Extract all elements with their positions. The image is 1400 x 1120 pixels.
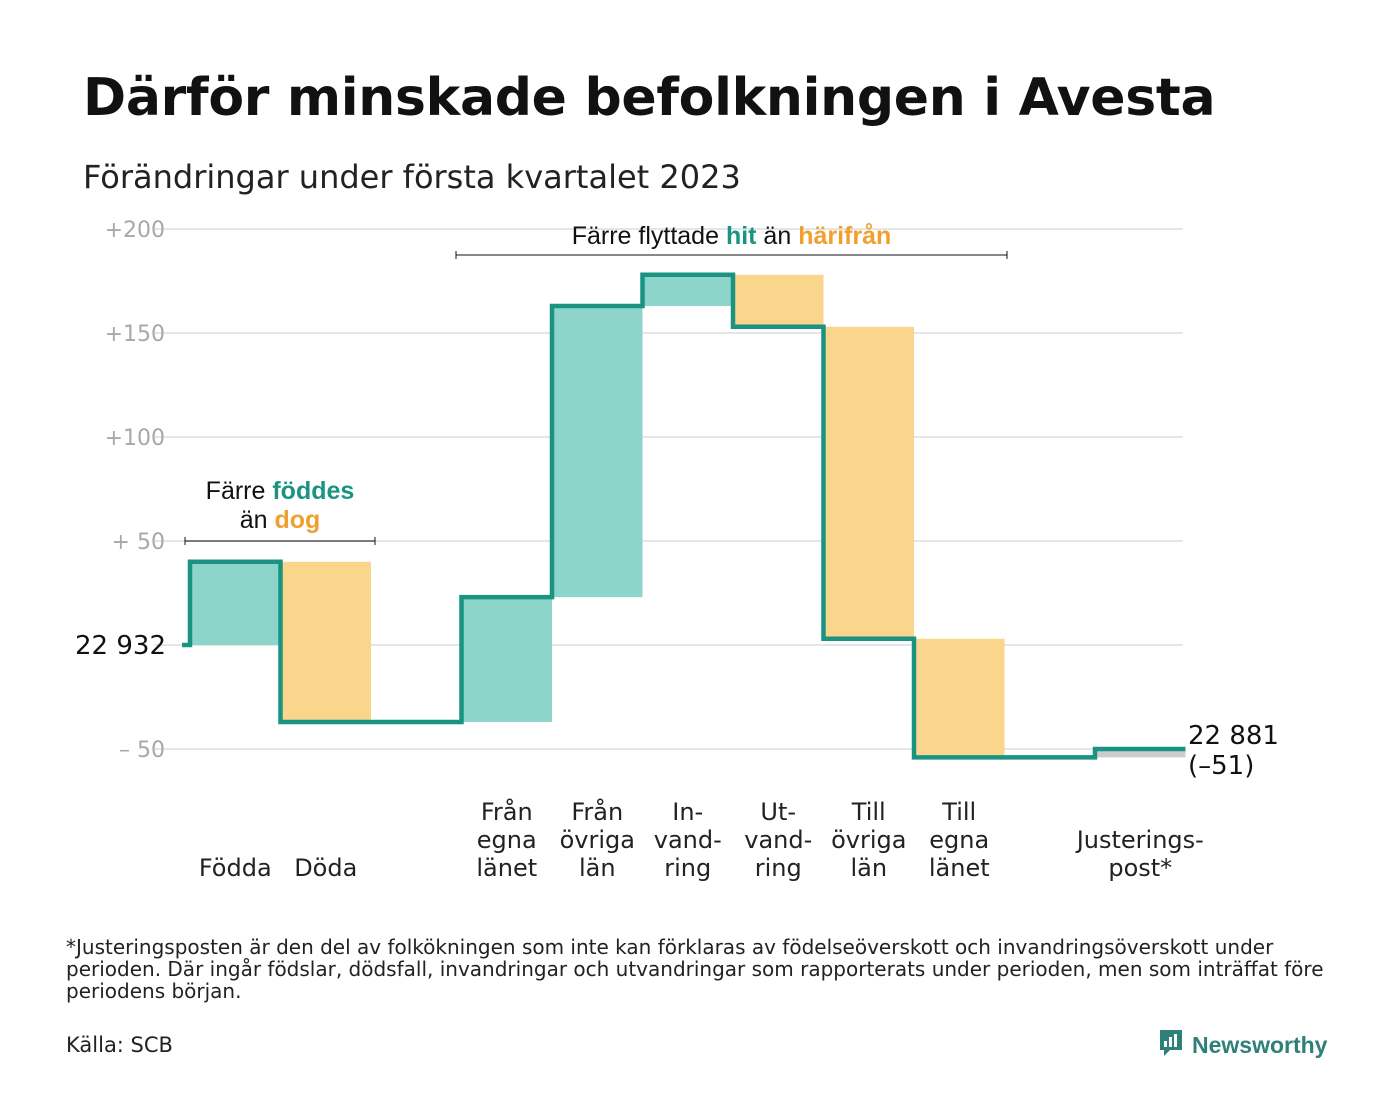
category-label: övriga [831, 826, 906, 854]
category-label: Döda [294, 854, 357, 882]
decrease-bar [823, 326, 914, 639]
y-tick-label: +200 [105, 218, 165, 243]
category-label: egna [929, 826, 989, 854]
annotation-natural-line1: Färre föddes [206, 477, 355, 505]
category-label: Justerings- [1075, 826, 1204, 854]
increase-bar [642, 274, 733, 306]
category-label: Från [571, 797, 623, 826]
category-label: Till [851, 798, 886, 826]
y-tick-label: +150 [105, 322, 165, 347]
category-label: post* [1108, 854, 1172, 882]
chart-title: Därför minskade befolkningen i Avesta [83, 68, 1216, 128]
cumulative-step-line [182, 272, 1186, 760]
brand-name: Newsworthy [1192, 1031, 1328, 1058]
end-value-label: (–51) [1188, 751, 1254, 781]
category-label: Ut- [760, 798, 796, 826]
category-label: Till [941, 798, 976, 826]
category-label: länet [476, 854, 537, 882]
category-label: län [579, 854, 616, 882]
increase-bar [1095, 749, 1186, 758]
y-tick-label: – 50 [119, 738, 165, 763]
category-label: vand- [654, 826, 722, 854]
y-tick-label: + 50 [112, 530, 165, 555]
end-value-label: 22 881 [1188, 721, 1279, 751]
category-label: vand- [744, 826, 812, 854]
increase-bar [461, 597, 552, 722]
y-tick-label: +100 [105, 426, 165, 451]
category-label: Födda [199, 854, 272, 882]
newsworthy-logo[interactable]: Newsworthy [1158, 1028, 1327, 1062]
increase-bar [190, 561, 281, 645]
category-label: Från [481, 797, 533, 826]
decrease-bar [280, 561, 371, 722]
category-label: övriga [560, 826, 635, 854]
category-label: län [850, 854, 887, 882]
category-label: ring [755, 854, 802, 882]
footnote: *Justeringsposten är den del av folkökni… [66, 935, 1324, 1003]
annotation-migration: Färre flyttade hit än härifrån [572, 222, 892, 250]
annotation-natural-line2: än dog [240, 506, 321, 534]
increase-bar [552, 305, 643, 598]
decrease-bar [733, 274, 824, 327]
category-label: egna [477, 826, 537, 854]
category-label: ring [664, 854, 711, 882]
decrease-bar [914, 638, 1005, 758]
category-label: In- [672, 798, 703, 826]
source-credit: Källa: SCB [66, 1033, 173, 1057]
chart-bubble-icon [1158, 1028, 1184, 1062]
category-label: länet [929, 854, 990, 882]
start-value-label: 22 932 [75, 631, 166, 661]
chart-subtitle: Förändringar under första kvartalet 2023 [83, 158, 741, 196]
